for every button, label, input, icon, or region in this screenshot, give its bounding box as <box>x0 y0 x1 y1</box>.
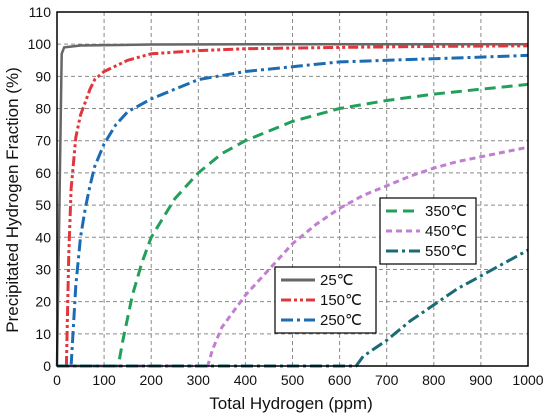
y-tick-label: 50 <box>35 197 51 213</box>
legends: 25℃ 150℃ 250℃ 350℃ 450℃ 550℃ <box>274 197 477 334</box>
y-tick-label: 0 <box>43 358 51 374</box>
series-lines <box>55 42 529 368</box>
x-tick-label: 500 <box>281 372 305 388</box>
y-tick-label: 80 <box>35 101 51 117</box>
tick-labels: 0 100 200 300 400 500 600 700 800 900 1000 0 10 20 30 4… <box>28 4 544 388</box>
series-450-line <box>57 145 529 368</box>
x-tick-label: 600 <box>328 372 352 388</box>
grid-lines <box>57 12 528 366</box>
legend-box <box>274 266 377 334</box>
y-tick-label: 70 <box>35 133 51 149</box>
x-axis-title: Total Hydrogen (ppm) <box>209 394 372 413</box>
legend-label: 450℃ <box>425 223 467 240</box>
y-axis-title: Precipitated Hydrogen Fraction (%) <box>3 67 22 333</box>
x-tick-label: 200 <box>140 372 164 388</box>
y-tick-label: 30 <box>35 261 51 277</box>
plot-frame <box>56 11 529 367</box>
y-tick-label: 110 <box>29 4 52 20</box>
legend-label: 350℃ <box>425 203 467 220</box>
x-tick-label: 300 <box>187 372 211 388</box>
y-tick-label: 40 <box>35 229 51 245</box>
y-tick-label: 10 <box>35 326 51 342</box>
legend-label: 550℃ <box>425 243 467 260</box>
y-tick-label: 90 <box>35 68 51 84</box>
legend-label: 250℃ <box>320 312 362 329</box>
x-tick-label: 900 <box>469 372 493 388</box>
y-tick-label: 60 <box>35 165 51 181</box>
series-25-line <box>55 42 528 367</box>
x-tick-label: 800 <box>422 372 446 388</box>
x-tick-label: 700 <box>375 372 399 388</box>
x-tick-label: 0 <box>53 372 61 388</box>
series-350-line <box>57 82 529 368</box>
x-tick-label: 400 <box>234 372 258 388</box>
y-tick-label: 20 <box>35 294 51 310</box>
legend-label: 25℃ <box>320 272 354 289</box>
series-250-line <box>69 53 529 367</box>
series-150-line <box>64 44 529 367</box>
y-tick-label: 100 <box>28 36 52 52</box>
series-550-line <box>57 248 529 368</box>
legend-bottom-left: 25℃ 150℃ 250℃ <box>274 266 377 334</box>
x-tick-label: 100 <box>92 372 116 388</box>
x-tick-label: 1000 <box>512 372 543 388</box>
legend-label: 150℃ <box>320 292 362 309</box>
legend-middle-right: 350℃ 450℃ 550℃ <box>379 197 477 265</box>
